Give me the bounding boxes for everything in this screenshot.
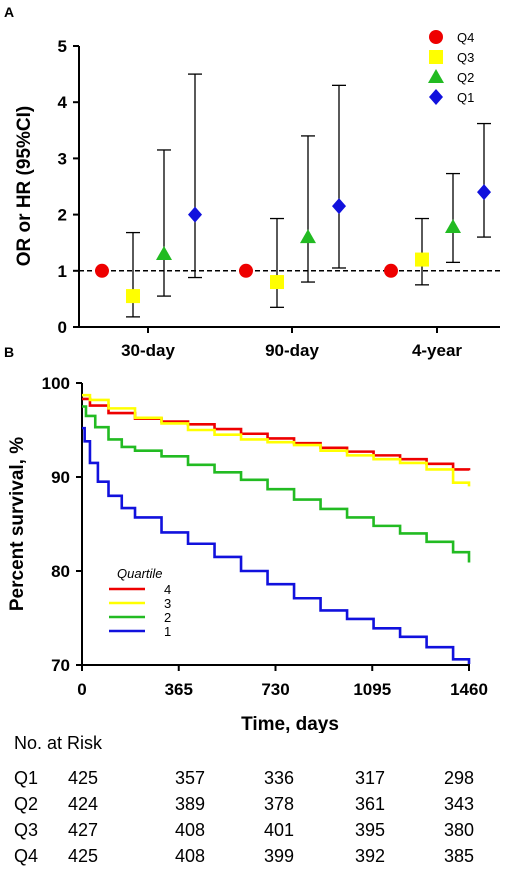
legend-marker-q2 bbox=[428, 69, 444, 83]
point-q1-90-day bbox=[332, 198, 346, 215]
risk-cell: 361 bbox=[355, 794, 386, 814]
a-y-tick-label-2: 2 bbox=[58, 206, 67, 225]
point-q4-4-year bbox=[384, 263, 398, 278]
a-x-tick-label-4-year: 4-year bbox=[412, 341, 462, 360]
risk-cell: 385 bbox=[444, 846, 475, 866]
legend-label-q2: 2 bbox=[164, 610, 171, 625]
a-x-tick-label-30-day: 30-day bbox=[121, 341, 175, 360]
a-y-tick-label-5: 5 bbox=[58, 37, 67, 56]
point-q4-30-day bbox=[95, 263, 109, 278]
legend-title: Quartile bbox=[117, 566, 163, 581]
b-y-tick-label-70: 70 bbox=[51, 656, 70, 675]
point-q1-4-year bbox=[477, 184, 491, 201]
risk-cell: 408 bbox=[175, 846, 206, 866]
a-y-tick-label-3: 3 bbox=[58, 149, 67, 168]
point-q1-30-day bbox=[188, 206, 202, 223]
risk-row-q2: Q2 424 389 378 361 343 bbox=[0, 794, 509, 820]
risk-cell: 392 bbox=[355, 846, 386, 866]
risk-cell: 380 bbox=[444, 820, 475, 840]
legend-label-q4: Q4 bbox=[457, 30, 474, 45]
legend-marker-q3 bbox=[429, 50, 443, 64]
b-x-tick-label-0: 0 bbox=[77, 680, 86, 699]
risk-cell: 408 bbox=[175, 820, 206, 840]
risk-cell: 399 bbox=[264, 846, 295, 866]
survival-curve-q1 bbox=[82, 426, 471, 665]
risk-row-q4: Q4 425 408 399 392 385 bbox=[0, 846, 509, 872]
a-y-tick-label-0: 0 bbox=[58, 318, 67, 337]
b-y-tick-label-100: 100 bbox=[42, 374, 70, 393]
point-q2-30-day bbox=[156, 245, 172, 260]
risk-cell: 317 bbox=[355, 768, 386, 788]
point-q2-90-day bbox=[300, 229, 316, 244]
panel-b-y-axis-title: Percent survival, % bbox=[7, 437, 28, 611]
legend-label-q3: 3 bbox=[164, 596, 171, 611]
b-y-tick-label-90: 90 bbox=[51, 468, 70, 487]
risk-cell: 389 bbox=[175, 794, 206, 814]
survival-curve-q2 bbox=[82, 405, 471, 563]
risk-cell: 427 bbox=[68, 820, 99, 840]
risk-cell: 425 bbox=[68, 768, 99, 788]
legend-label-q3: Q3 bbox=[457, 50, 474, 65]
risk-row-label: Q4 bbox=[14, 846, 39, 866]
risk-cell: 378 bbox=[264, 794, 295, 814]
survival-curve-q4 bbox=[82, 397, 471, 471]
point-q3-90-day bbox=[270, 275, 284, 290]
panel-b-label: B bbox=[4, 344, 14, 360]
risk-row-label: Q3 bbox=[14, 820, 39, 840]
a-x-tick-label-90-day: 90-day bbox=[265, 341, 319, 360]
risk-table-title: No. at Risk bbox=[14, 733, 103, 753]
survival-curve-q3 bbox=[82, 393, 471, 487]
b-x-tick-label-730: 730 bbox=[261, 680, 289, 699]
legend-marker-q4 bbox=[429, 30, 443, 44]
point-q3-30-day bbox=[126, 289, 140, 304]
risk-cell: 298 bbox=[444, 768, 475, 788]
risk-cell: 424 bbox=[68, 794, 99, 814]
risk-cell: 401 bbox=[264, 820, 295, 840]
legend-label-q1: 1 bbox=[164, 624, 171, 639]
risk-cell: 336 bbox=[264, 768, 295, 788]
legend-marker-q1 bbox=[429, 89, 443, 105]
legend-label-q2: Q2 bbox=[457, 70, 474, 85]
risk-cell: 425 bbox=[68, 846, 99, 866]
panel-a-label: A bbox=[4, 4, 14, 20]
risk-row-q1: Q1 425 357 336 317 298 bbox=[0, 768, 509, 794]
risk-cell: 395 bbox=[355, 820, 386, 840]
point-q4-90-day bbox=[239, 263, 253, 278]
b-x-tick-label-1095: 1095 bbox=[353, 680, 391, 699]
legend-label-q4: 4 bbox=[164, 582, 171, 597]
risk-row-label: Q2 bbox=[14, 794, 39, 814]
b-x-tick-label-1460: 1460 bbox=[450, 680, 488, 699]
a-y-tick-label-4: 4 bbox=[58, 93, 68, 112]
point-q2-4-year bbox=[445, 218, 461, 233]
panel-a-y-axis-title: OR or HR (95%CI) bbox=[14, 106, 35, 266]
b-x-tick-label-365: 365 bbox=[165, 680, 193, 699]
risk-row-label: Q1 bbox=[14, 768, 39, 788]
risk-cell: 357 bbox=[175, 768, 206, 788]
legend-label-q1: Q1 bbox=[457, 90, 474, 105]
b-y-tick-label-80: 80 bbox=[51, 562, 70, 581]
a-y-tick-label-1: 1 bbox=[58, 262, 67, 281]
panel-b-x-axis-title: Time, days bbox=[241, 714, 339, 733]
point-q3-4-year bbox=[415, 252, 429, 267]
risk-row-q3: Q3 427 408 401 395 380 bbox=[0, 820, 509, 846]
risk-cell: 343 bbox=[444, 794, 475, 814]
